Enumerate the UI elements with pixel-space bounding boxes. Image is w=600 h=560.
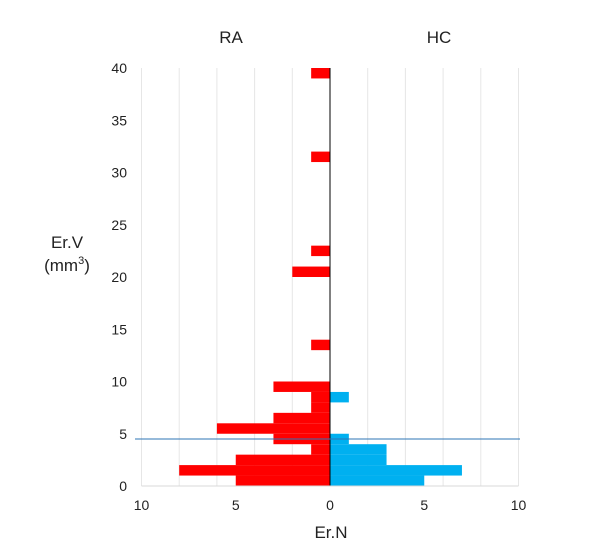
bar-hc <box>330 444 387 455</box>
bar-ra <box>235 454 330 466</box>
bar-ra <box>311 444 330 455</box>
y-axis-unit-end: ) <box>84 256 90 275</box>
bar-hc <box>330 391 349 403</box>
bar-ra <box>273 381 330 392</box>
x-tick-label: 5 <box>232 497 240 513</box>
y-tick-labels: 0 5 10 15 20 25 30 35 40 <box>111 60 127 494</box>
y-tick-label: 30 <box>111 165 127 181</box>
y-tick-label: 40 <box>111 60 127 76</box>
x-tick-label: 5 <box>420 497 428 513</box>
bar-ra <box>311 245 330 257</box>
y-axis-unit-base: (mm <box>44 256 78 275</box>
bar-ra <box>273 412 330 424</box>
y-tick-label: 0 <box>119 478 127 494</box>
bar-ra <box>216 423 330 434</box>
bar-hc <box>330 475 425 486</box>
group-label-right: HC <box>427 28 452 47</box>
y-axis-unit-superscript: 3 <box>78 255 84 267</box>
x-axis-label: Er.N <box>314 523 347 542</box>
y-tick-label: 20 <box>111 269 127 285</box>
bar-ra <box>311 339 330 351</box>
bar-ra <box>311 402 330 413</box>
y-axis-label-line2: (mm3) <box>44 255 90 275</box>
bars <box>179 68 462 486</box>
bar-ra <box>311 68 330 79</box>
y-tick-label: 5 <box>119 426 127 442</box>
bar-ra <box>311 391 330 403</box>
x-tick-label: 10 <box>134 497 150 513</box>
y-tick-label: 25 <box>111 217 127 233</box>
bar-hc <box>330 454 387 466</box>
y-tick-label: 35 <box>111 112 127 128</box>
x-tick-label: 0 <box>326 497 334 513</box>
axes <box>135 68 520 487</box>
y-tick-label: 10 <box>111 374 127 390</box>
bar-ra <box>292 266 330 277</box>
y-tick-label: 15 <box>111 321 127 337</box>
x-tick-labels: 10 5 0 5 10 <box>134 497 527 513</box>
bar-hc <box>330 465 462 476</box>
bar-ra <box>179 465 330 476</box>
bar-ra <box>311 151 330 163</box>
bar-ra <box>235 475 330 486</box>
y-axis-label-line1: Er.V <box>51 233 84 252</box>
group-label-left: RA <box>219 28 243 47</box>
x-tick-label: 10 <box>511 497 527 513</box>
